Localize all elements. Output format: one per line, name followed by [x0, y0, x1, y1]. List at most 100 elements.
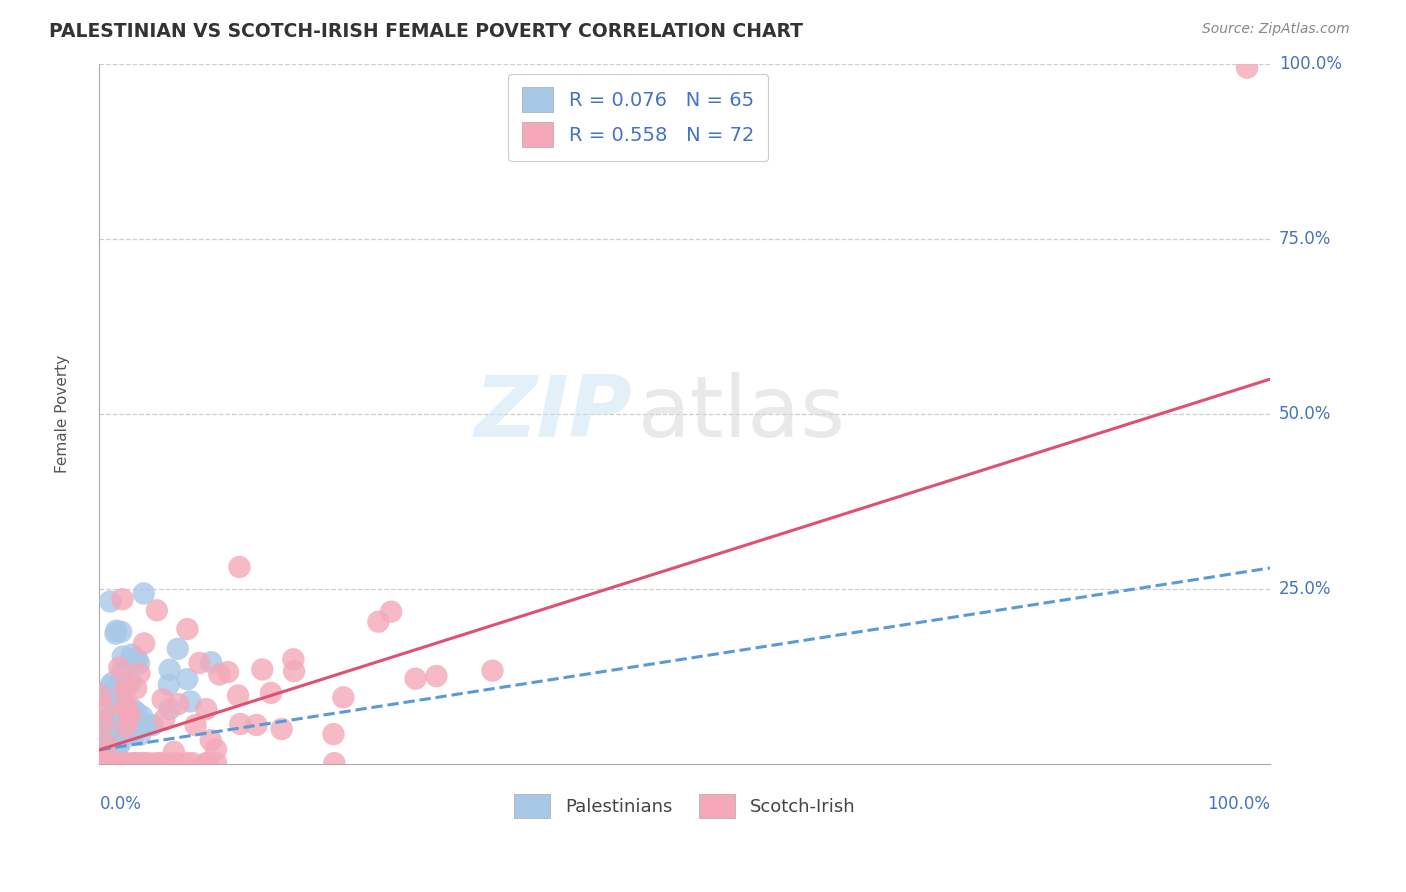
Point [132, 636, 155, 650]
Point [101, 695, 124, 709]
Point [166, 641, 188, 656]
Point [108, 686, 131, 700]
Point [104, 740, 127, 755]
Point [121, 706, 143, 721]
Point [114, 677, 136, 691]
Point [176, 672, 198, 686]
Point [149, 756, 172, 771]
Point [124, 756, 146, 771]
Point [205, 756, 228, 771]
Point [97, 724, 120, 739]
Point [208, 667, 231, 681]
Point [110, 624, 132, 639]
Point [94, 703, 117, 717]
Point [90, 690, 112, 704]
Point [105, 720, 128, 734]
Point [112, 716, 135, 731]
Point [125, 681, 148, 696]
Point [136, 756, 159, 771]
Point [114, 756, 136, 771]
Point [146, 603, 169, 617]
Point [114, 725, 136, 739]
Point [107, 738, 129, 752]
Point [93, 686, 115, 700]
Point [229, 717, 252, 731]
Point [103, 756, 125, 771]
Point [142, 718, 165, 732]
Point [103, 730, 125, 744]
Point [367, 615, 389, 629]
Point [98, 735, 121, 749]
Point [118, 709, 141, 723]
Point [380, 605, 402, 619]
Point [153, 713, 176, 727]
Point [121, 756, 143, 771]
Point [107, 722, 129, 736]
Point [131, 709, 153, 723]
Point [105, 690, 128, 705]
Point [425, 669, 447, 683]
Point [167, 697, 190, 711]
Point [90, 739, 112, 754]
Point [180, 694, 202, 708]
Point [90, 745, 112, 759]
Point [105, 624, 128, 638]
Point [252, 663, 274, 677]
Point [124, 724, 146, 739]
Point [128, 666, 150, 681]
Point [1236, 61, 1258, 75]
Point [107, 731, 129, 745]
Point [176, 622, 198, 636]
Text: atlas: atlas [638, 373, 846, 456]
Point [104, 744, 127, 758]
Point [122, 702, 145, 716]
Point [94, 714, 117, 728]
Point [205, 742, 228, 756]
Point [155, 756, 177, 771]
Point [118, 726, 141, 740]
Point [114, 685, 136, 699]
Point [104, 626, 127, 640]
Point [322, 727, 344, 741]
Text: 100.0%: 100.0% [1279, 55, 1341, 73]
Point [90, 744, 112, 758]
Point [129, 728, 152, 742]
Point [108, 676, 131, 690]
Point [176, 756, 198, 771]
Point [120, 676, 142, 690]
Text: 50.0%: 50.0% [1279, 405, 1331, 423]
Point [195, 756, 218, 771]
Point [115, 707, 138, 722]
Point [195, 702, 218, 716]
Point [132, 586, 155, 600]
Text: Source: ZipAtlas.com: Source: ZipAtlas.com [1202, 22, 1350, 37]
Point [124, 652, 146, 666]
Point [111, 592, 134, 607]
Text: ZIP: ZIP [475, 373, 633, 456]
Point [91, 719, 114, 733]
Point [481, 664, 503, 678]
Point [111, 665, 134, 679]
Point [91, 716, 114, 731]
Point [132, 756, 155, 771]
Point [228, 560, 250, 574]
Point [91, 756, 114, 771]
Point [110, 697, 132, 711]
Point [104, 740, 127, 755]
Point [90, 756, 112, 771]
Point [405, 672, 427, 686]
Point [90, 756, 112, 771]
Point [114, 756, 136, 771]
Point [121, 648, 143, 662]
Point [115, 720, 138, 734]
Point [163, 745, 186, 759]
Point [332, 690, 354, 705]
Point [197, 756, 219, 771]
Text: 100.0%: 100.0% [1208, 796, 1271, 814]
Point [98, 594, 121, 608]
Point [136, 719, 159, 733]
Text: 75.0%: 75.0% [1279, 230, 1331, 248]
Point [283, 652, 305, 666]
Point [145, 756, 167, 771]
Point [270, 722, 292, 736]
